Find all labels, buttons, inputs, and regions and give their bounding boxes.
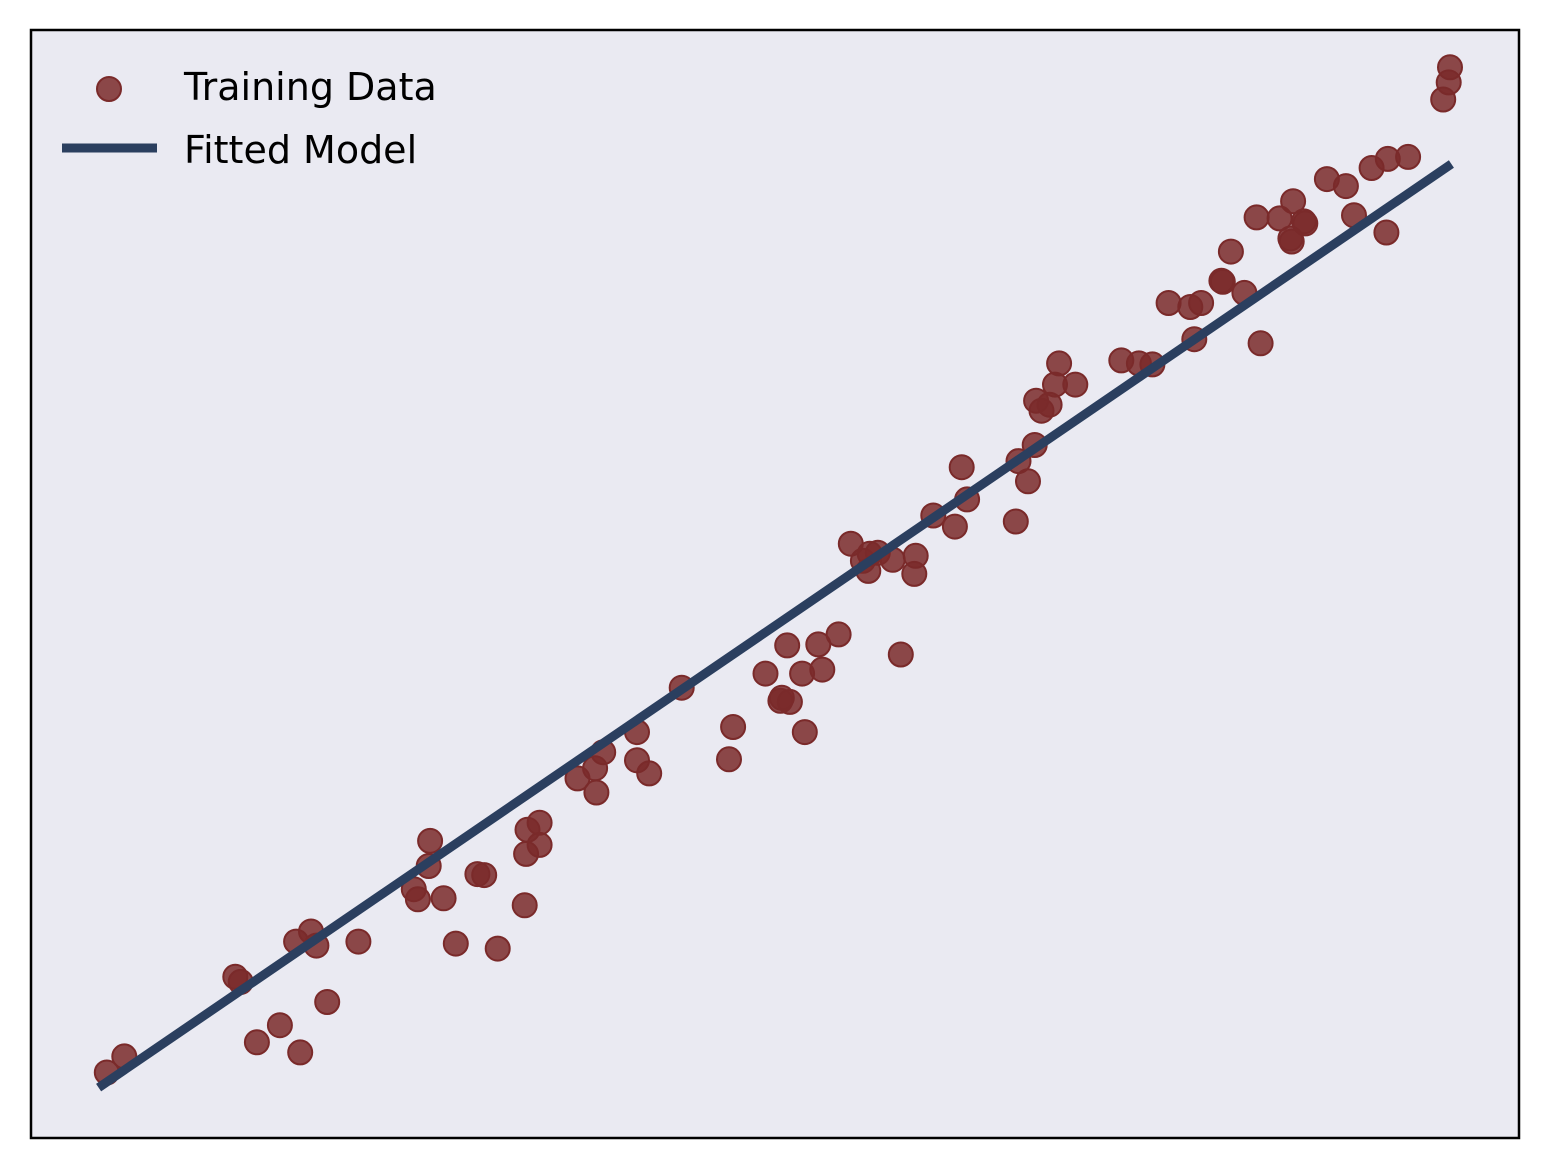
data-point — [442, 930, 469, 957]
data-point — [266, 1012, 293, 1039]
data-point — [243, 1029, 270, 1056]
data-point — [484, 935, 511, 962]
data-point — [887, 641, 914, 668]
data-point — [1247, 330, 1274, 357]
data-point — [583, 779, 610, 806]
data-point — [1373, 219, 1400, 246]
data-point — [1188, 290, 1215, 316]
data-point — [314, 989, 341, 1015]
data-point — [526, 809, 553, 836]
data-point — [417, 827, 444, 854]
data-point — [720, 714, 747, 740]
data-point — [791, 719, 818, 746]
data-point — [1155, 290, 1182, 316]
data-point — [471, 862, 498, 889]
data-point — [1209, 268, 1236, 295]
data-point — [1292, 210, 1319, 237]
data-point — [825, 621, 852, 648]
data-point — [1062, 371, 1089, 398]
legend-label-fitted-model: Fitted Model — [184, 128, 417, 172]
legend-marker-training-data — [96, 76, 122, 102]
data-point — [511, 892, 538, 919]
fitted-model-line-group — [96, 160, 1454, 1092]
data-point — [1002, 508, 1029, 535]
fitted-model-line — [96, 160, 1454, 1092]
data-point — [345, 928, 372, 955]
data-point — [1217, 238, 1244, 265]
data-point — [752, 660, 779, 687]
plot-border — [29, 28, 1521, 1140]
data-point — [1280, 188, 1307, 215]
data-point — [1243, 204, 1270, 231]
data-point — [716, 746, 742, 773]
legend: Training Data Fitted Model — [62, 65, 437, 172]
data-point — [287, 1039, 314, 1066]
data-point — [636, 760, 663, 787]
data-point — [404, 886, 431, 913]
data-point — [948, 454, 975, 481]
data-point — [1437, 54, 1463, 81]
data-point — [1046, 350, 1073, 377]
data-point — [1395, 143, 1422, 170]
data-point — [776, 688, 803, 715]
data-point — [1278, 228, 1305, 255]
data-point — [774, 632, 801, 659]
data-point — [902, 542, 929, 569]
data-point — [430, 885, 457, 912]
legend-label-training-data: Training Data — [183, 65, 437, 109]
data-point — [1015, 468, 1041, 495]
data-point — [809, 656, 836, 683]
data-point — [526, 831, 553, 858]
data-point — [1332, 173, 1359, 200]
data-point — [941, 513, 968, 540]
